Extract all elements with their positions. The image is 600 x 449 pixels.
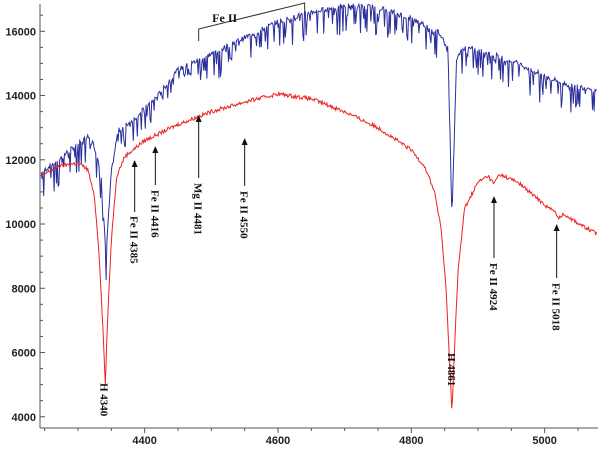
y-tick-label: 6000 <box>12 348 36 360</box>
x-tick-label: 4800 <box>399 435 423 447</box>
y-tick-label: 10000 <box>5 219 36 231</box>
annotation-arrowhead <box>553 224 560 231</box>
line-annotations: H 4340 Fe II 4385 Fe II 4416 Mg II 4481 Fe I… <box>98 115 562 417</box>
annotation-label: Fe II 4550 <box>238 191 250 239</box>
series-line-1 <box>40 2 597 281</box>
x-tick-label: 4600 <box>266 435 290 447</box>
annotation-label: Fe II 4416 <box>148 190 160 238</box>
x-tick-label: 5000 <box>532 435 556 447</box>
annotation-label: Fe II 4924 <box>487 263 499 311</box>
annotation-arrowhead <box>241 138 248 145</box>
annotation-label: Mg II 4481 <box>192 183 204 235</box>
bracket-line <box>198 2 306 41</box>
bracket-label: Fe II <box>212 11 237 25</box>
y-tick-label: 14000 <box>5 91 36 103</box>
axes: 4400 4600 4800 5000 4000 6000 8000 10000 12000 14… <box>5 4 598 447</box>
y-tick-label: 8000 <box>12 283 36 295</box>
annotation-label: Fe II 4385 <box>128 216 140 264</box>
annotation-arrowhead <box>131 160 138 167</box>
annotation-arrowhead <box>195 115 202 122</box>
series-lines <box>40 2 597 409</box>
y-tick-label: 16000 <box>5 26 36 38</box>
annotation-arrowhead <box>152 146 159 153</box>
series-line-2 <box>41 90 597 409</box>
annotation-label: H 4340 <box>98 383 110 417</box>
y-tick-label: 4000 <box>12 412 36 424</box>
annotation-label: Fe II 5018 <box>550 283 562 331</box>
x-tick-label: 4400 <box>132 435 156 447</box>
annotation-arrowhead <box>491 196 497 203</box>
annotation-label: H 4861 <box>445 353 457 386</box>
fe-ii-bracket: Fe II <box>198 2 306 41</box>
y-tick-label: 12000 <box>5 155 36 167</box>
